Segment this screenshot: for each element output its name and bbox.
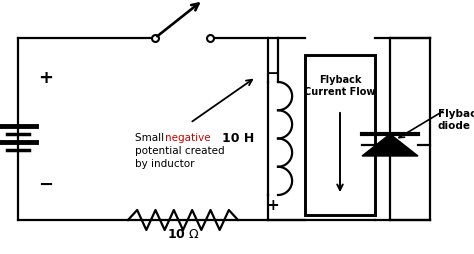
Text: 10 $\Omega$: 10 $\Omega$	[166, 228, 200, 241]
Text: +: +	[266, 198, 279, 213]
Text: Small: Small	[135, 133, 167, 143]
Text: potential created: potential created	[135, 146, 225, 156]
Bar	[305, 55, 375, 215]
Text: negative: negative	[165, 133, 210, 143]
Text: +: +	[38, 69, 54, 87]
Text: Flyback
diode: Flyback diode	[438, 109, 474, 131]
Text: by inductor: by inductor	[135, 159, 194, 169]
Text: Flyback
Current Flow: Flyback Current Flow	[304, 75, 376, 97]
Text: −: −	[38, 176, 54, 194]
Polygon shape	[362, 134, 418, 156]
Text: 10 H: 10 H	[222, 132, 254, 145]
Text: −: −	[266, 67, 279, 82]
